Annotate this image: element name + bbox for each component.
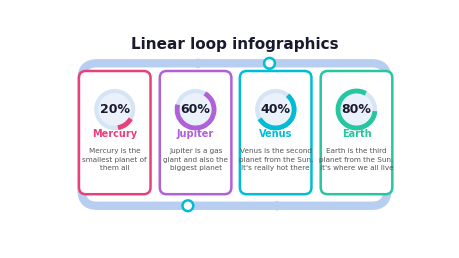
Text: 20%: 20% (100, 103, 130, 116)
Text: 40%: 40% (261, 103, 291, 116)
Text: Venus: Venus (259, 129, 292, 139)
Circle shape (264, 58, 275, 69)
Text: Venus is the second
planet from the Sun.
It's really hot there: Venus is the second planet from the Sun.… (239, 148, 313, 171)
Text: 80%: 80% (341, 103, 371, 116)
Text: 60%: 60% (181, 103, 211, 116)
FancyBboxPatch shape (321, 71, 392, 194)
Circle shape (179, 93, 213, 126)
Circle shape (98, 93, 132, 126)
Text: Mercury is the
smallest planet of
them all: Mercury is the smallest planet of them a… (83, 148, 147, 171)
Text: Jupiter is a gas
giant and also the
biggest planet: Jupiter is a gas giant and also the bigg… (163, 148, 228, 171)
Text: Earth: Earth (341, 129, 371, 139)
Text: Mercury: Mercury (92, 129, 137, 139)
Circle shape (340, 93, 374, 126)
FancyBboxPatch shape (160, 71, 231, 194)
Circle shape (183, 200, 193, 211)
Circle shape (259, 93, 292, 126)
FancyBboxPatch shape (240, 71, 312, 194)
Text: Jupiter: Jupiter (177, 129, 214, 139)
Text: Earth is the third
planet from the Sun.
It's where we all live: Earth is the third planet from the Sun. … (319, 148, 394, 171)
FancyBboxPatch shape (79, 71, 151, 194)
Text: Linear loop infographics: Linear loop infographics (131, 37, 339, 52)
